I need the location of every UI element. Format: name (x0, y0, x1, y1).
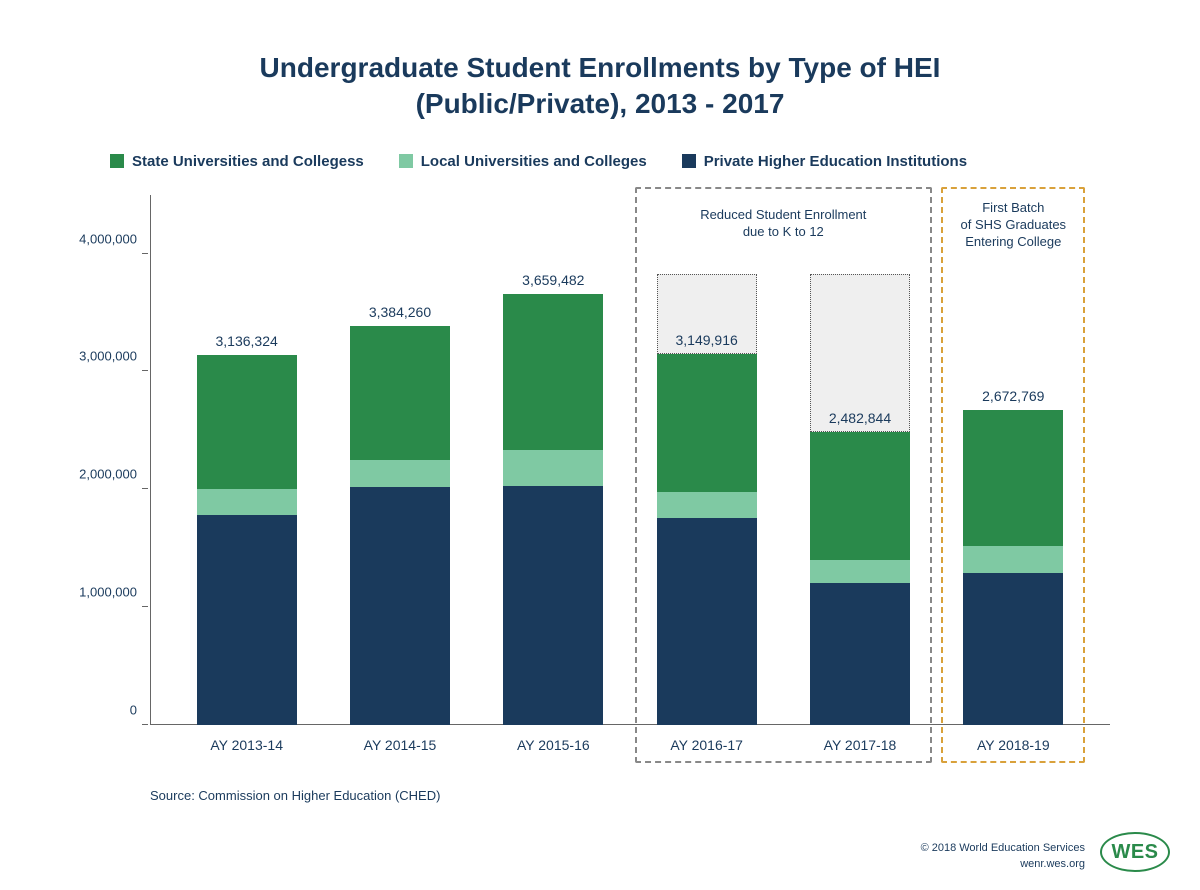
x-tick-label: AY 2014-15 (350, 737, 450, 753)
plot-area: 01,000,0002,000,0003,000,0004,000,000 3,… (150, 195, 1110, 725)
legend-label: State Universities and Collegess (132, 153, 364, 170)
annotation-text: First Batchof SHS GraduatesEntering Coll… (941, 200, 1085, 251)
legend-label: Private Higher Education Institutions (704, 153, 967, 170)
annotation-text: Reduced Student Enrollmentdue to K to 12 (635, 207, 932, 241)
x-tick-label: AY 2016-17 (657, 737, 757, 753)
y-tick-label: 2,000,000 (79, 467, 137, 482)
y-tick-label: 4,000,000 (79, 231, 137, 246)
bar-segment-private (350, 487, 450, 725)
bar-ghost (810, 274, 910, 433)
y-tick-label: 1,000,000 (79, 585, 137, 600)
y-tick-label: 3,000,000 (79, 349, 137, 364)
chart-container: Undergraduate Student Enrollments by Typ… (0, 0, 1200, 890)
bar-segment-state (810, 432, 910, 560)
x-tick-label: AY 2013-14 (197, 737, 297, 753)
bar-segment-state (963, 410, 1063, 546)
bar-segment-local (963, 546, 1063, 573)
bar-group: 2,672,769 (963, 195, 1063, 725)
bar-group: 3,384,260 (350, 195, 450, 725)
bar-segment-private (963, 573, 1063, 725)
bar-segment-private (197, 515, 297, 725)
y-tick-mark (142, 488, 148, 489)
wes-logo-text: WES (1111, 841, 1158, 864)
bar-total-label: 2,672,769 (982, 388, 1044, 404)
x-axis-labels: AY 2013-14 AY 2014-15 AY 2015-16 AY 2016-17… (150, 725, 1110, 753)
legend-item: State Universities and Collegess (110, 153, 364, 170)
bar-segment-private (503, 486, 603, 725)
bar-total-label: 3,149,916 (675, 332, 737, 348)
legend-swatch (110, 154, 124, 168)
bar-segment-local (503, 450, 603, 485)
bar-total-label: 3,384,260 (369, 304, 431, 320)
y-tick-mark (142, 370, 148, 371)
copyright: © 2018 World Education Services wenr.wes… (921, 841, 1085, 872)
bar-segment-local (197, 489, 297, 515)
bar-segment-state (503, 294, 603, 451)
bar-group: 3,149,916 (657, 195, 757, 725)
bar-segment-local (350, 460, 450, 487)
bar-segment-private (657, 518, 757, 725)
chart-title: Undergraduate Student Enrollments by Typ… (70, 50, 1130, 123)
legend: State Universities and Collegess Local Un… (70, 153, 1130, 170)
bar-group: 2,482,844 (810, 195, 910, 725)
bar-group: 3,136,324 (197, 195, 297, 725)
y-axis: 0 1,000,000 2,000,000 3,000,000 4,000,000 (70, 195, 145, 725)
x-tick-label: AY 2015-16 (503, 737, 603, 753)
bar-total-label: 3,659,482 (522, 272, 584, 288)
bar-segment-state (657, 354, 757, 492)
bar-total-label: 3,136,324 (216, 333, 278, 349)
x-tick-label: AY 2017-18 (810, 737, 910, 753)
wes-logo: WES (1100, 832, 1170, 872)
bar-segment-local (657, 492, 757, 518)
bar-segment-local (810, 560, 910, 584)
y-tick-mark (142, 253, 148, 254)
y-tick-label: 0 (130, 702, 137, 717)
x-tick-label: AY 2018-19 (963, 737, 1063, 753)
legend-swatch (399, 154, 413, 168)
copyright-line2: wenr.wes.org (921, 857, 1085, 872)
bar-segment-state (197, 355, 297, 489)
legend-item: Local Universities and Colleges (399, 153, 647, 170)
source-text: Source: Commission on Higher Education (… (150, 788, 1130, 803)
bar-group: 3,659,482 (503, 195, 603, 725)
legend-label: Local Universities and Colleges (421, 153, 647, 170)
footer: © 2018 World Education Services wenr.wes… (921, 832, 1170, 872)
y-tick-mark (142, 724, 148, 725)
copyright-line1: © 2018 World Education Services (921, 841, 1085, 856)
legend-swatch (682, 154, 696, 168)
bar-total-label: 2,482,844 (829, 410, 891, 426)
bar-segment-private (810, 583, 910, 724)
bars-area: 3,136,324 3,384,260 3,659,482 3,149,916 2,48… (150, 195, 1110, 725)
bar-segment-state (350, 326, 450, 460)
y-tick-mark (142, 606, 148, 607)
legend-item: Private Higher Education Institutions (682, 153, 967, 170)
